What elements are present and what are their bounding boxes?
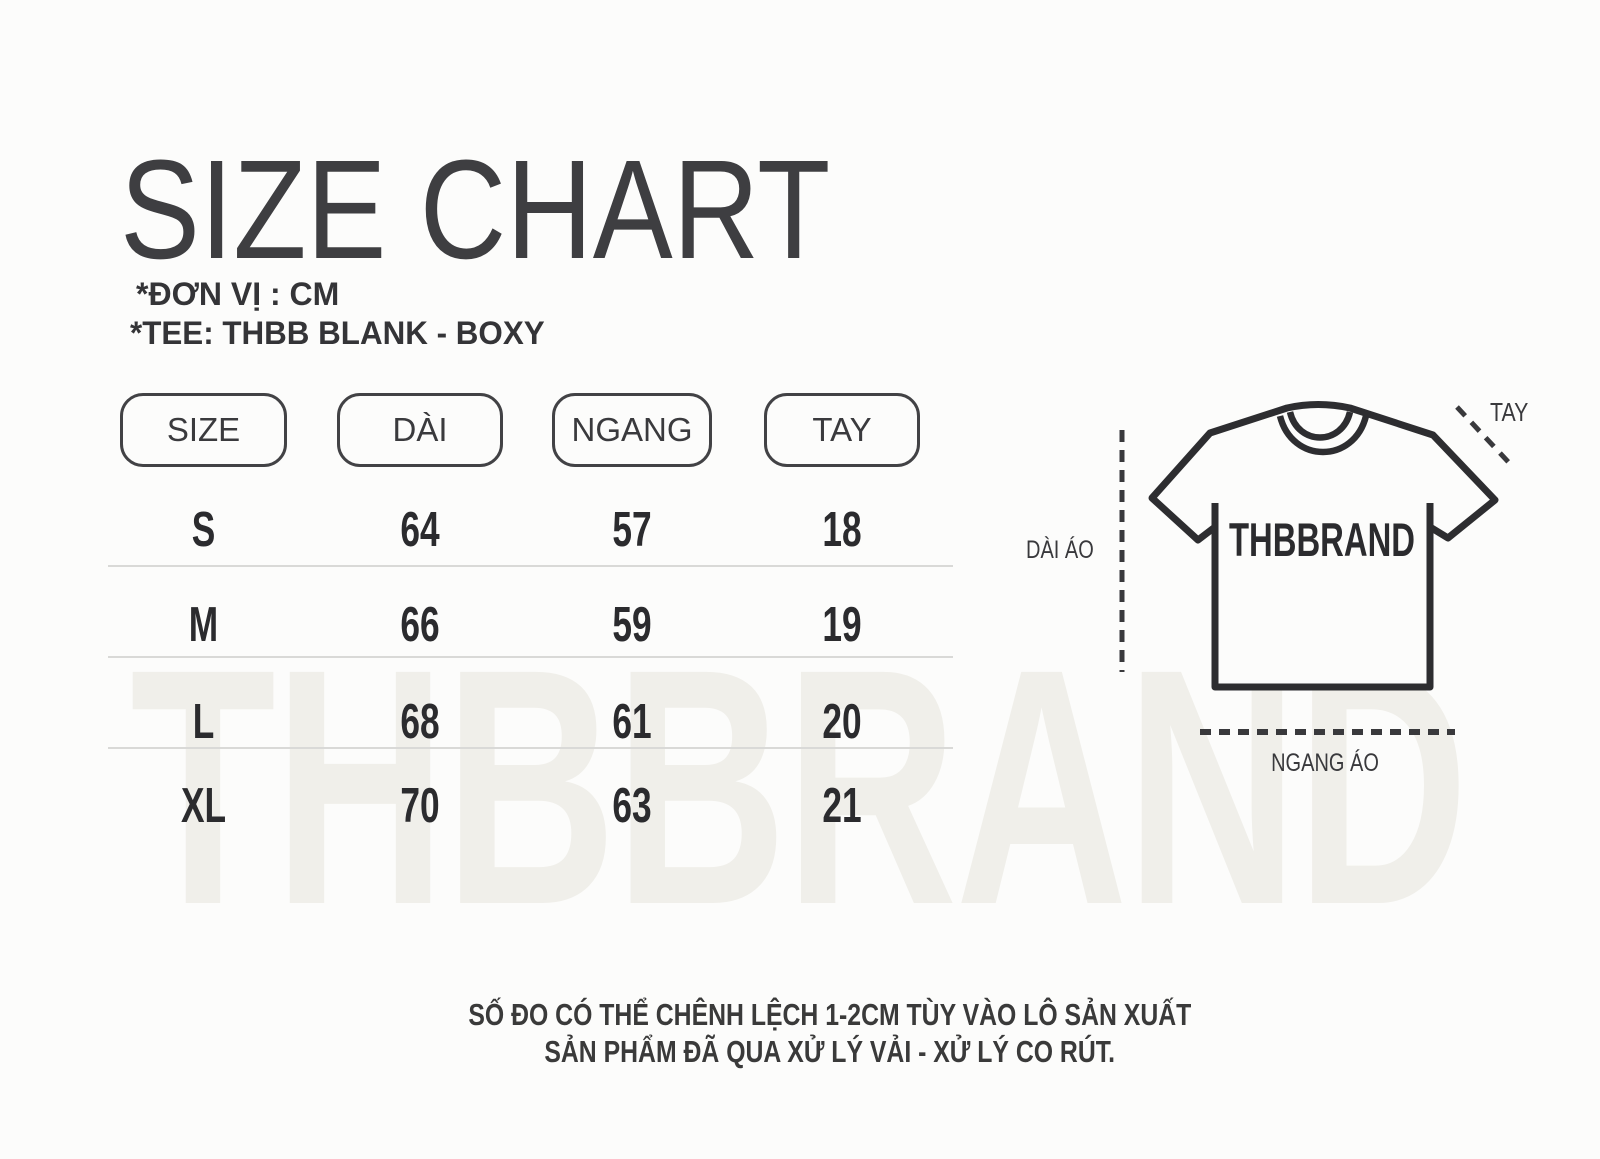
- dai-cell: 66: [400, 598, 440, 652]
- column-header-label: SIZE: [166, 411, 241, 448]
- ngang-cell: 59: [612, 598, 652, 652]
- footer-note-line1: SỐ ĐO CÓ THỂ CHÊNH LỆCH 1-2CM TÙY VÀO LÔ…: [0, 999, 1600, 1030]
- collar-inner-arc: [1286, 411, 1354, 441]
- size-cell: L: [192, 695, 215, 749]
- row-divider: [108, 747, 953, 749]
- ngang-cell: 63: [612, 779, 652, 833]
- size-cell: XL: [180, 779, 227, 833]
- column-header-label: DÀI: [392, 411, 448, 448]
- unit-note: *ĐƠN VỊ : CM: [136, 276, 340, 312]
- ngang-cell: 61: [612, 695, 652, 749]
- ngang-cell: 57: [612, 503, 652, 557]
- footer-note-text: SỐ ĐO CÓ THỂ CHÊNH LỆCH 1-2CM TÙY VÀO LÔ…: [468, 997, 1192, 1032]
- product-note: *TEE: THBB BLANK - BOXY: [130, 315, 545, 351]
- tay-cell: 20: [822, 695, 862, 749]
- width-label: NGANG ÁO: [1271, 749, 1379, 777]
- collar-outer-arc: [1276, 415, 1370, 456]
- column-header-pill-tay: TAY: [764, 393, 920, 467]
- column-header-pill-size: SIZE: [120, 393, 287, 467]
- page-title: SIZE CHART: [120, 130, 831, 288]
- footer-note-text: SẢN PHẨM ĐÃ QUA XỬ LÝ VẢI - XỬ LÝ CO RÚT…: [544, 1034, 1116, 1069]
- size-cell: M: [188, 598, 219, 652]
- dai-cell: 70: [400, 779, 440, 833]
- sleeve-label: TAY: [1490, 397, 1529, 427]
- chest-logo: THBBRAND: [1229, 513, 1415, 566]
- size-cell: S: [191, 503, 216, 557]
- tshirt-outline: [1148, 401, 1499, 691]
- row-divider: [108, 565, 953, 567]
- tay-cell: 19: [822, 598, 862, 652]
- dai-cell: 68: [400, 695, 440, 749]
- tshirt-diagram: THBBRAND: [1119, 401, 1515, 735]
- dai-cell: 64: [400, 503, 440, 557]
- column-header-label: TAY: [812, 411, 872, 448]
- sleeve-measure-dashed-line: [1455, 405, 1515, 469]
- column-header-pill-dai: DÀI: [337, 393, 503, 467]
- row-divider: [108, 656, 953, 658]
- tay-cell: 18: [822, 503, 862, 557]
- length-label: DÀI ÁO: [1026, 536, 1094, 564]
- column-header-label: NGANG: [571, 411, 693, 448]
- footer-note-line2: SẢN PHẨM ĐÃ QUA XỬ LÝ VẢI - XỬ LÝ CO RÚT…: [0, 1036, 1600, 1067]
- tay-cell: 21: [822, 779, 862, 833]
- column-header-pill-ngang: NGANG: [552, 393, 712, 467]
